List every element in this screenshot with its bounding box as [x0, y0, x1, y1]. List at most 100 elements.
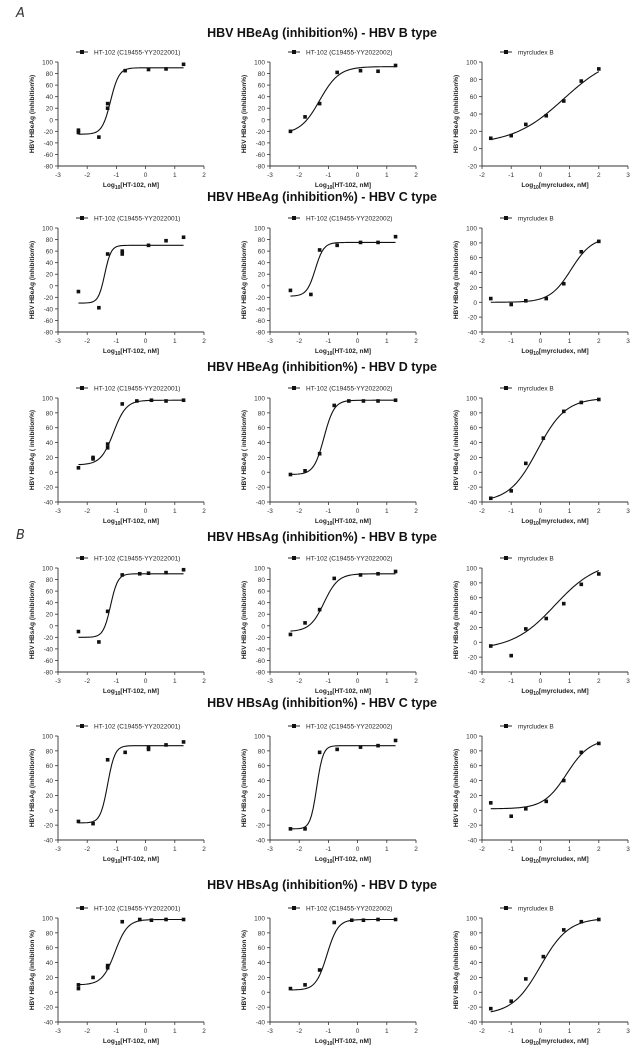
- data-point: [361, 918, 366, 923]
- legend-label: HT-102 (C19455-YY2022001): [94, 50, 180, 57]
- legend-label: myrcludex B: [518, 556, 554, 563]
- data-point: [561, 409, 566, 414]
- data-point: [488, 296, 493, 301]
- data-point: [317, 451, 322, 456]
- data-point: [509, 489, 513, 493]
- chart-14: -40 -20 0 20 40 60 80 100 -2 -1 0 1 2 3 Log10[myrclude…: [453, 724, 630, 866]
- data-point: [76, 289, 81, 294]
- x-tick-label: 0: [539, 1028, 543, 1035]
- y-tick-label: -20: [468, 164, 478, 171]
- fit-curve: [290, 241, 396, 297]
- data-point: [524, 299, 528, 303]
- x-tick-label: 2: [414, 1028, 418, 1035]
- chart-9: -80 -60 -40 -20 0 20 40 60 80 100 -3 -2 -1 0 1 2 Log10[H…: [29, 556, 206, 698]
- data-point: [524, 807, 528, 811]
- x-tick-label: -2: [296, 1028, 302, 1035]
- x-tick-label: -2: [479, 846, 485, 853]
- data-point: [376, 917, 380, 922]
- y-tick-label: 60: [46, 589, 54, 596]
- data-point: [579, 750, 584, 755]
- fit-curve: [290, 745, 396, 830]
- y-tick-label: -20: [256, 635, 266, 642]
- data-point: [149, 918, 154, 923]
- data-point: [541, 954, 546, 959]
- x-tick-label: -2: [296, 508, 302, 515]
- data-point: [120, 402, 125, 406]
- legend-marker: [292, 556, 296, 560]
- fit-curve: [290, 66, 396, 132]
- y-tick-label: 60: [46, 763, 54, 770]
- data-point: [288, 632, 293, 637]
- y-tick-label: 100: [466, 566, 477, 573]
- y-tick-label: 40: [258, 778, 266, 785]
- x-tick-label: 1: [385, 678, 389, 685]
- section-title-hbsag-c: HBV HBsAg (inhibition%) - HBV C type: [207, 696, 437, 710]
- data-point: [358, 240, 363, 245]
- x-axis-label: Log10[HT-102, nM]: [315, 688, 371, 697]
- data-point: [561, 601, 566, 606]
- data-point: [358, 68, 363, 73]
- legend-label: myrcludex B: [518, 724, 554, 731]
- x-tick-label: -1: [508, 678, 514, 685]
- data-point: [544, 799, 549, 804]
- legend-marker: [292, 724, 296, 728]
- y-tick-label: -40: [468, 1020, 478, 1027]
- y-tick-label: -20: [468, 1005, 478, 1012]
- data-point: [561, 778, 566, 783]
- x-tick-label: 0: [144, 508, 148, 515]
- y-tick-label: -80: [256, 330, 266, 337]
- x-tick-label: 1: [385, 338, 389, 345]
- y-axis-label: HBV HBsAg (inhibition%): [241, 749, 248, 827]
- data-point: [76, 983, 81, 987]
- y-axis-label: HBV HBeAg ( inhibition%): [453, 410, 460, 490]
- y-tick-label: 0: [473, 808, 477, 815]
- y-tick-label: 100: [254, 566, 265, 573]
- data-point: [105, 106, 110, 111]
- y-axis-label: HBV HBsAg (inhibition%): [29, 581, 36, 659]
- y-axis-label: HBV HBeAg ( inhibition%): [29, 410, 36, 490]
- y-tick-label: 0: [261, 470, 265, 477]
- y-tick-label: 40: [470, 270, 478, 277]
- x-tick-label: -3: [267, 172, 273, 179]
- chart-0: -80 -60 -40 -20 0 20 40 60 80 100 -3 -2 -1 0 1 2 Log10[H…: [29, 50, 206, 192]
- y-tick-label: 100: [466, 60, 477, 67]
- data-point: [597, 572, 601, 576]
- x-tick-label: 2: [597, 508, 601, 515]
- x-tick-label: 2: [414, 846, 418, 853]
- data-point: [579, 249, 584, 254]
- y-tick-label: -80: [44, 330, 54, 337]
- y-tick-label: -20: [468, 655, 478, 662]
- legend-label: HT-102 (C19455-YY2022001): [94, 556, 180, 563]
- y-tick-label: 80: [470, 77, 478, 84]
- x-tick-label: 2: [414, 678, 418, 685]
- data-point: [393, 63, 398, 68]
- x-tick-label: -3: [55, 508, 61, 515]
- x-axis-label: Log10[HT-102, nM]: [315, 1038, 371, 1047]
- x-tick-label: -2: [479, 508, 485, 515]
- legend-label: HT-102 (C19455-YY2022002): [306, 724, 392, 731]
- y-tick-label: 0: [261, 283, 265, 290]
- x-tick-label: -3: [55, 1028, 61, 1035]
- data-point: [91, 455, 95, 460]
- data-point: [105, 757, 110, 762]
- y-tick-label: 100: [254, 226, 265, 233]
- x-tick-label: -1: [326, 678, 332, 685]
- data-point: [597, 741, 601, 746]
- y-tick-label: -40: [468, 670, 478, 677]
- x-tick-label: 0: [144, 846, 148, 853]
- data-point: [146, 571, 151, 575]
- y-tick-label: -60: [44, 658, 54, 665]
- y-axis-label: HBV HBeAg (inhibition%): [453, 241, 460, 319]
- y-tick-label: 80: [470, 748, 478, 755]
- x-tick-label: -1: [326, 172, 332, 179]
- y-tick-label: 20: [258, 793, 266, 800]
- x-tick-label: 1: [173, 846, 177, 853]
- y-tick-label: 60: [470, 94, 478, 101]
- y-tick-label: 0: [473, 470, 477, 477]
- y-tick-label: 100: [466, 734, 477, 741]
- data-point: [181, 398, 186, 403]
- chart-5: -40 -20 0 20 40 60 80 100 -2 -1 0 1 2 3 Log10[myrclude…: [453, 216, 630, 358]
- y-tick-label: 40: [46, 94, 54, 101]
- chart-8: -40 -20 0 20 40 60 80 100 -2 -1 0 1 2 3 Log10[myrclude…: [453, 386, 630, 528]
- data-point: [303, 115, 307, 119]
